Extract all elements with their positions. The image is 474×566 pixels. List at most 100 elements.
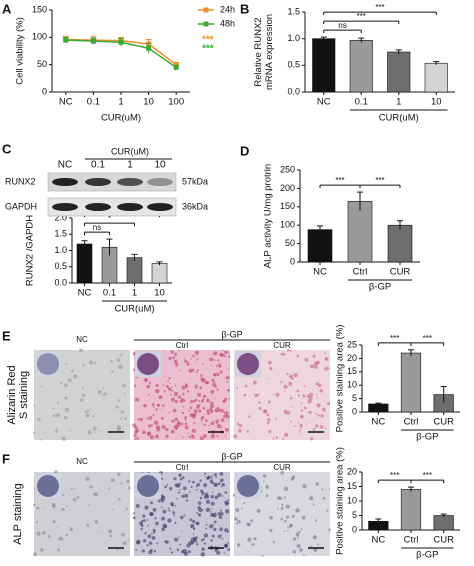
micrograph-texture: [220, 426, 223, 429]
micrograph-texture: [272, 393, 275, 396]
micrograph-texture: [218, 515, 223, 519]
micrograph-texture: [147, 519, 149, 521]
y-axis-label: RUNX2 /GAPDH: [25, 215, 36, 286]
micrograph-texture: [94, 519, 99, 524]
micrograph-texture: [284, 519, 287, 523]
micrograph-texture: [252, 543, 255, 546]
micrograph-texture: [36, 506, 40, 510]
micrograph-texture: [316, 396, 319, 399]
micrograph-texture: [184, 359, 188, 363]
micrograph-texture: [190, 526, 193, 528]
micrograph-texture: [316, 403, 321, 408]
micrograph-texture: [203, 472, 207, 475]
micrograph-texture: [176, 548, 180, 552]
micrograph-texture: [64, 407, 70, 412]
micrograph-texture: [283, 409, 288, 414]
significance-label: ***: [390, 334, 399, 343]
blot-band: [85, 178, 111, 186]
micrograph-texture: [147, 524, 150, 527]
micrograph-texture: [201, 415, 205, 420]
micrograph-texture: [237, 428, 242, 433]
lane-label: 10: [154, 160, 166, 171]
micrograph-texture: [265, 494, 269, 498]
micrograph-texture: [247, 537, 252, 542]
micrograph-texture: [110, 477, 115, 483]
micrograph-texture: [176, 483, 181, 488]
micrograph-texture: [36, 531, 41, 536]
micrograph-texture: [149, 512, 153, 516]
micrograph-texture: [202, 363, 204, 365]
micrograph-texture: [92, 426, 97, 431]
micrograph-texture: [89, 485, 93, 489]
micrograph-texture: [135, 504, 140, 508]
micrograph-texture: [214, 408, 219, 412]
micrograph-texture: [136, 539, 141, 544]
micrograph-texture: [290, 406, 292, 408]
micrograph-texture: [201, 420, 203, 422]
micrograph-texture: [312, 354, 316, 358]
micrograph-texture: [219, 509, 222, 512]
micrograph-texture: [155, 383, 159, 388]
micrograph-texture: [303, 553, 305, 556]
micrograph-texture: [174, 537, 179, 542]
y-tick-label: 0.5: [287, 60, 300, 70]
micrograph-texture: [171, 419, 175, 423]
y-tick-label: 10: [347, 495, 357, 505]
x-tick-label: NC: [313, 267, 327, 278]
micrograph-texture: [111, 508, 114, 511]
micrograph-texture: [252, 380, 257, 385]
x-tick-label: NC: [371, 417, 385, 428]
micrograph-texture: [295, 508, 300, 513]
micrograph-texture: [297, 422, 300, 424]
micrograph-texture: [148, 381, 152, 385]
x-tick-label: 10: [431, 97, 442, 108]
micrograph-texture: [99, 429, 101, 432]
micrograph-texture: [318, 415, 321, 417]
micrograph-texture: [185, 499, 189, 502]
micrograph-texture: [197, 404, 200, 407]
micrograph-texture: [302, 484, 307, 489]
y-tick-label: 0: [352, 406, 357, 416]
micrograph-texture: [87, 410, 90, 413]
micrograph-texture: [150, 548, 153, 552]
micrograph-texture: [243, 502, 246, 505]
micrograph-texture: [85, 476, 90, 481]
y-axis-label: mRNA expression: [264, 14, 275, 90]
micrograph-texture: [32, 552, 37, 557]
micrograph-texture: [150, 501, 154, 505]
blot-row-label: GAPDH: [5, 201, 37, 211]
micrograph-texture: [299, 423, 303, 428]
micrograph-texture: [322, 496, 326, 500]
micrograph-texture: [35, 521, 38, 524]
micrograph-texture: [125, 507, 129, 511]
micrograph-texture: [149, 435, 154, 440]
micrograph-texture: [221, 349, 224, 351]
micrograph-texture: [254, 393, 259, 398]
micrograph-texture: [260, 490, 263, 493]
micrograph-texture: [163, 349, 165, 351]
micrograph-texture: [200, 399, 205, 403]
blot-header: CUR(uM): [111, 146, 149, 156]
micrograph-texture: [224, 500, 229, 505]
micrograph-texture: [116, 425, 121, 430]
micrograph-texture: [228, 355, 231, 359]
micrograph-texture: [299, 432, 302, 434]
micrograph-texture: [133, 384, 137, 387]
micrograph-texture: [262, 480, 265, 483]
micrograph-texture: [175, 363, 179, 367]
micrograph-texture: [84, 409, 88, 414]
micrograph-texture: [205, 499, 211, 504]
micrograph-texture: [182, 392, 185, 396]
micrograph-texture: [220, 512, 224, 516]
blot-strip: [47, 197, 177, 217]
y-tick-label: 0.5: [54, 261, 67, 271]
micrograph-texture: [210, 401, 214, 406]
legend-marker: [203, 21, 209, 27]
micrograph-texture: [182, 436, 184, 439]
micrograph-texture: [193, 409, 198, 413]
micrograph-texture: [221, 495, 224, 497]
micrograph-texture: [171, 386, 173, 389]
micrograph-texture: [136, 437, 140, 440]
bar: [76, 243, 93, 284]
micrograph-texture: [161, 425, 166, 430]
